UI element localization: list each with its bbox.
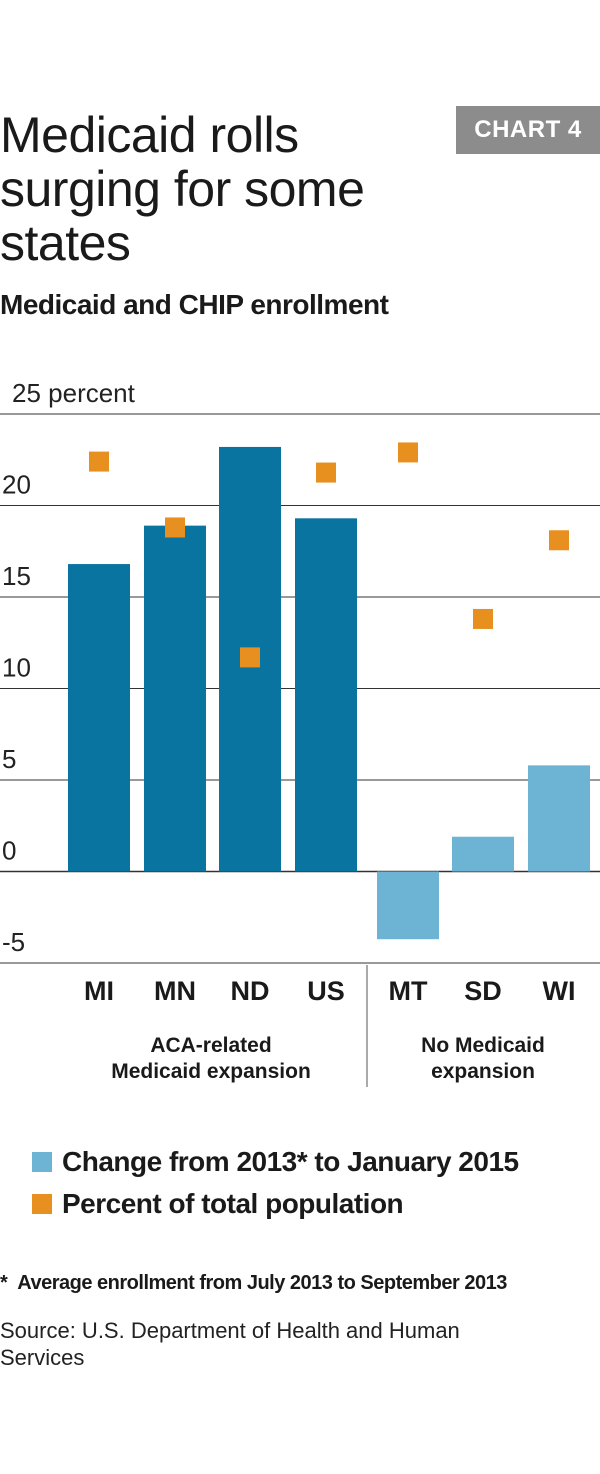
footnote-text: Average enrollment from July 2013 to Sep… bbox=[17, 1272, 507, 1294]
legend-swatch-change bbox=[32, 1152, 52, 1172]
y-tick-label: 20 bbox=[2, 470, 31, 500]
x-tick-label-sd: SD bbox=[464, 976, 502, 1006]
bars bbox=[68, 446, 590, 940]
x-tick-label-us: US bbox=[307, 976, 345, 1006]
marker-us bbox=[316, 462, 336, 483]
medicaid-enrollment-chart: 25 percent 20 15 10 5 0 -5 MI MN ND US MT SD WI ACA-re… bbox=[0, 378, 600, 1087]
bar-mn bbox=[144, 525, 206, 872]
legend-label-population: Percent of total population bbox=[62, 1188, 404, 1219]
bar-wi bbox=[528, 765, 590, 872]
y-tick-label: 5 bbox=[2, 744, 16, 774]
legend-item-change: Change from 2013* to January 2015 bbox=[32, 1142, 519, 1182]
chart-subtitle: Medicaid and CHIP enrollment bbox=[0, 289, 389, 320]
x-tick-label-nd: ND bbox=[231, 976, 270, 1006]
source-note: Source: U.S. Department of Health and Hu… bbox=[0, 1318, 460, 1370]
bar-sd bbox=[452, 836, 514, 872]
y-tick-label: -5 bbox=[2, 927, 25, 957]
marker-mt bbox=[398, 442, 418, 463]
axis-labels: 25 percent 20 15 10 5 0 -5 MI MN ND US MT SD WI ACA-re… bbox=[2, 378, 576, 1087]
footnote: * Average enrollment from July 2013 to Se… bbox=[0, 1272, 600, 1295]
group-label-0-line-1: Medicaid expansion bbox=[111, 1060, 311, 1083]
x-tick-label-mi: MI bbox=[84, 976, 114, 1006]
y-tick-label: 15 bbox=[2, 561, 31, 591]
marker-mi bbox=[89, 451, 109, 472]
legend-item-population: Percent of total population bbox=[32, 1184, 519, 1224]
marker-wi bbox=[549, 530, 569, 551]
bar-mi bbox=[68, 564, 130, 872]
legend: Change from 2013* to January 2015 Percen… bbox=[32, 1142, 519, 1226]
legend-label-change: Change from 2013* to January 2015 bbox=[62, 1146, 519, 1177]
group-label-1-line-0: No Medicaid bbox=[421, 1034, 545, 1057]
y-tick-label: 0 bbox=[2, 836, 16, 866]
chart-number-badge: CHART 4 bbox=[456, 106, 600, 154]
marker-mn bbox=[165, 517, 185, 538]
bar-us bbox=[295, 518, 357, 872]
y-tick-label: 10 bbox=[2, 653, 31, 683]
x-tick-label-mn: MN bbox=[154, 976, 196, 1006]
x-tick-label-wi: WI bbox=[543, 976, 576, 1006]
marker-nd bbox=[240, 647, 260, 668]
bar-mt bbox=[377, 871, 439, 940]
footnote-marker: * bbox=[0, 1272, 8, 1294]
legend-swatch-population bbox=[32, 1194, 52, 1214]
population-markers bbox=[89, 442, 569, 668]
y-tick-label: 25 percent bbox=[12, 378, 136, 408]
group-label-0-line-0: ACA-related bbox=[150, 1034, 271, 1057]
group-label-1-line-1: expansion bbox=[431, 1060, 535, 1083]
x-tick-label-mt: MT bbox=[389, 976, 428, 1006]
marker-sd bbox=[473, 608, 493, 629]
chart-title: Medicaid rolls surging for some states bbox=[0, 107, 365, 271]
